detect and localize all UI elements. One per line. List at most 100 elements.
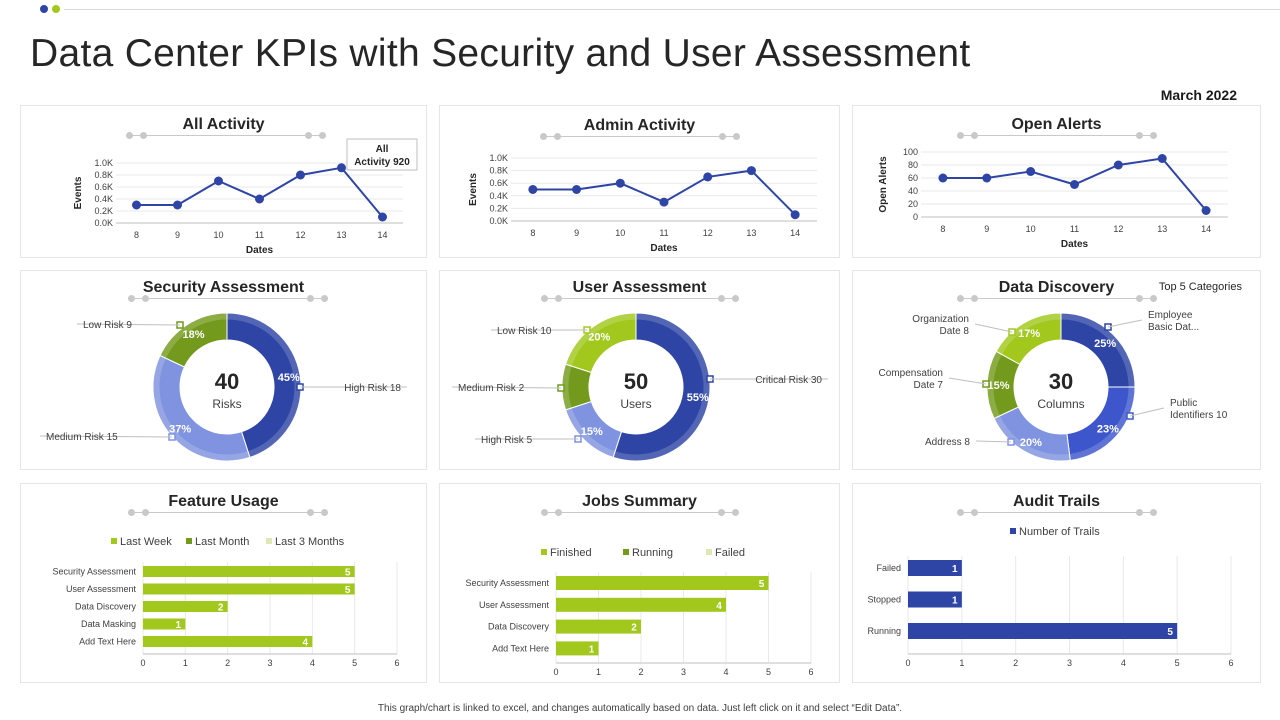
slider-handle-left[interactable] bbox=[128, 509, 135, 516]
bar[interactable] bbox=[908, 560, 962, 576]
range-slider[interactable] bbox=[957, 295, 1157, 302]
user-assessment-panel[interactable]: User Assessment 55% Critical Risk 30 15% Hig… bbox=[439, 270, 840, 470]
data-point[interactable] bbox=[214, 176, 223, 186]
admin-activity-panel[interactable]: Admin Activity 0.0K 0.2K 0.4K 0.6K 0.8K 1.0K 8 9… bbox=[439, 105, 840, 258]
slider-handle-right[interactable] bbox=[733, 133, 740, 140]
slider-handle-left[interactable] bbox=[126, 132, 133, 139]
slider-handle-left[interactable] bbox=[140, 132, 147, 139]
slider-handle-left[interactable] bbox=[957, 132, 964, 139]
feature-usage-panel[interactable]: Feature Usage Last Week Last Month Last 3 M… bbox=[20, 483, 427, 683]
data-discovery-panel[interactable]: Data Discovery 25% Employee Basic Dat... 23%… bbox=[852, 270, 1261, 470]
slider-handle-right[interactable] bbox=[319, 132, 326, 139]
data-point[interactable] bbox=[255, 194, 264, 204]
y-tick-label: 80 bbox=[908, 160, 918, 170]
y-tick-label: 0.4K bbox=[94, 194, 113, 204]
data-point[interactable] bbox=[1201, 206, 1211, 215]
slider-handle-right[interactable] bbox=[718, 295, 725, 302]
bar[interactable] bbox=[908, 623, 1178, 639]
donut-slice[interactable] bbox=[226, 312, 302, 459]
data-point[interactable] bbox=[1070, 180, 1079, 189]
slider-handle-left[interactable] bbox=[142, 509, 149, 516]
range-slider[interactable] bbox=[540, 133, 740, 140]
slider-handle-right[interactable] bbox=[1150, 509, 1157, 516]
slider-handle-right[interactable] bbox=[718, 509, 725, 516]
slider-handle-right[interactable] bbox=[321, 509, 328, 516]
y-tick-label: 0.6K bbox=[489, 178, 508, 188]
slider-handle-right[interactable] bbox=[1150, 295, 1157, 302]
slider-handle-right[interactable] bbox=[732, 509, 739, 516]
data-point[interactable] bbox=[1026, 167, 1036, 176]
all-activity-panel[interactable]: All Activity 0.0K 0.2K 0.4K 0.6K 0.8K 1.0K 8 9 10… bbox=[20, 105, 427, 258]
bar[interactable] bbox=[143, 618, 186, 630]
data-point[interactable] bbox=[703, 172, 713, 182]
data-point[interactable] bbox=[337, 163, 346, 173]
donut-slice[interactable] bbox=[564, 312, 637, 374]
jobs-summary-panel[interactable]: Jobs Summary Finished Running Failed 0 1 2 3 4 5 6… bbox=[439, 483, 840, 683]
data-point[interactable] bbox=[746, 166, 756, 176]
slider-handle-right[interactable] bbox=[307, 295, 314, 302]
slider-handle-right[interactable] bbox=[321, 295, 328, 302]
donut-slice[interactable] bbox=[612, 312, 711, 462]
slider-handle-left[interactable] bbox=[957, 295, 964, 302]
data-point[interactable] bbox=[528, 185, 538, 194]
slider-handle-right[interactable] bbox=[1136, 132, 1143, 139]
slider-handle-right[interactable] bbox=[1136, 295, 1143, 302]
bar[interactable] bbox=[908, 591, 962, 608]
slider-handle-left[interactable] bbox=[554, 133, 561, 140]
data-point[interactable] bbox=[938, 173, 948, 183]
data-point[interactable] bbox=[296, 170, 305, 180]
range-slider[interactable] bbox=[541, 295, 739, 302]
security-assessment-panel[interactable]: Security Assessment 45% High Risk 18 37% Med… bbox=[20, 270, 427, 470]
range-slider[interactable] bbox=[957, 132, 1157, 139]
slider-handle-left[interactable] bbox=[128, 295, 135, 302]
data-point[interactable] bbox=[982, 173, 992, 183]
data-point[interactable] bbox=[659, 197, 669, 207]
audit-trails-panel[interactable]: Audit Trails Number of Trails 0 1 2 3 4 5 6 1 Fail… bbox=[852, 483, 1261, 683]
data-point[interactable] bbox=[790, 210, 800, 220]
slice-percent-label: 17% bbox=[1018, 328, 1040, 340]
slider-handle-right[interactable] bbox=[719, 133, 726, 140]
slider-handle-left[interactable] bbox=[555, 295, 562, 302]
bar[interactable] bbox=[143, 636, 313, 647]
category-label: Stopped bbox=[867, 595, 901, 605]
data-point[interactable] bbox=[1113, 160, 1123, 170]
data-point[interactable] bbox=[378, 212, 387, 222]
range-slider[interactable] bbox=[126, 132, 326, 139]
bar[interactable] bbox=[143, 601, 228, 612]
x-tick-label: 11 bbox=[659, 228, 668, 238]
range-slider[interactable] bbox=[541, 509, 739, 516]
slider-handle-left[interactable] bbox=[555, 509, 562, 516]
bar[interactable] bbox=[556, 619, 641, 634]
center-label: Risks bbox=[212, 397, 241, 411]
range-slider[interactable] bbox=[957, 509, 1157, 516]
data-point[interactable] bbox=[132, 200, 141, 210]
slider-handle-right[interactable] bbox=[307, 509, 314, 516]
slider-handle-left[interactable] bbox=[540, 133, 547, 140]
slider-handle-left[interactable] bbox=[541, 295, 548, 302]
bar[interactable] bbox=[556, 641, 599, 656]
slider-handle-right[interactable] bbox=[1150, 132, 1157, 139]
slider-handle-left[interactable] bbox=[957, 509, 964, 516]
slider-handle-left[interactable] bbox=[971, 132, 978, 139]
data-point[interactable] bbox=[572, 185, 582, 194]
data-point[interactable] bbox=[1157, 154, 1167, 163]
slider-handle-left[interactable] bbox=[971, 295, 978, 302]
donut-slice[interactable] bbox=[159, 312, 228, 368]
slider-handle-right[interactable] bbox=[1136, 509, 1143, 516]
center-label: Users bbox=[620, 397, 651, 411]
bar[interactable] bbox=[556, 576, 769, 590]
range-slider[interactable] bbox=[128, 509, 328, 516]
slider-handle-left[interactable] bbox=[971, 509, 978, 516]
data-point[interactable] bbox=[615, 178, 625, 188]
bar[interactable] bbox=[556, 597, 726, 612]
slider-handle-right[interactable] bbox=[305, 132, 312, 139]
slider-handle-right[interactable] bbox=[732, 295, 739, 302]
bar[interactable] bbox=[143, 583, 355, 595]
slider-handle-left[interactable] bbox=[541, 509, 548, 516]
open-alerts-panel[interactable]: Open Alerts 0 20 40 60 80 100 8 9 10 11 12 13 14 Dates… bbox=[852, 105, 1261, 258]
data-point[interactable] bbox=[173, 200, 182, 210]
slider-handle-left[interactable] bbox=[142, 295, 149, 302]
range-slider[interactable] bbox=[128, 295, 328, 302]
x-axis-title: Dates bbox=[246, 245, 274, 256]
bar[interactable] bbox=[143, 566, 355, 577]
